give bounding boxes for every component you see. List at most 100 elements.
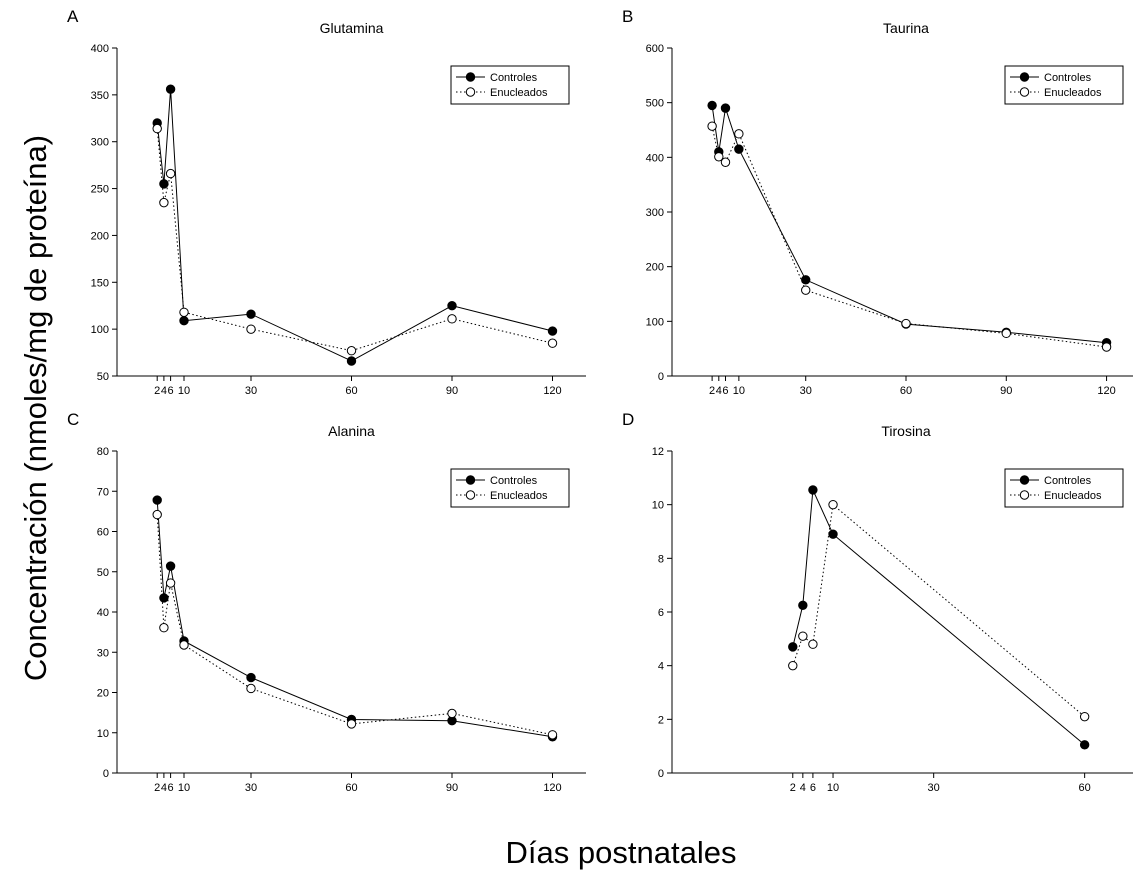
data-point-enucleados bbox=[801, 285, 811, 295]
x-tick-label: 30 bbox=[800, 385, 812, 397]
data-point-enucleados bbox=[246, 683, 256, 694]
legend-marker bbox=[1019, 475, 1030, 485]
data-point-enucleados bbox=[159, 197, 169, 208]
x-tick-label: 60 bbox=[1079, 782, 1091, 794]
legend-marker bbox=[465, 490, 476, 500]
y-tick-label: 0 bbox=[658, 371, 664, 383]
x-tick-label: 90 bbox=[446, 782, 458, 794]
figure-xlabel: Días postnatales bbox=[506, 835, 737, 870]
y-tick-label: 250 bbox=[91, 184, 109, 196]
x-tick-label: 4 bbox=[161, 782, 167, 794]
y-tick-label: 30 bbox=[97, 647, 109, 659]
x-tick-label: 6 bbox=[810, 782, 816, 794]
data-point-enucleados bbox=[714, 152, 724, 162]
legend-label: Enucleados bbox=[1044, 87, 1102, 99]
data-point-enucleados bbox=[798, 631, 808, 641]
y-tick-label: 4 bbox=[658, 661, 664, 673]
series-line-enucleados bbox=[156, 514, 553, 736]
data-point-controles bbox=[547, 326, 558, 336]
data-point-controles bbox=[447, 301, 457, 311]
x-tick-label: 60 bbox=[345, 782, 357, 794]
legend-marker bbox=[1019, 490, 1030, 500]
legend-label: Controles bbox=[1044, 72, 1092, 84]
data-point-controles bbox=[165, 561, 176, 571]
y-tick-label: 50 bbox=[97, 567, 109, 579]
x-tick-label: 120 bbox=[543, 782, 561, 794]
data-point-enucleados bbox=[447, 314, 457, 324]
x-tick-label: 2 bbox=[154, 385, 160, 397]
y-tick-label: 400 bbox=[91, 43, 109, 55]
legend-label: Enucleados bbox=[1044, 490, 1102, 502]
y-tick-label: 10 bbox=[97, 728, 109, 740]
x-tick-label: 30 bbox=[245, 782, 257, 794]
data-point-enucleados bbox=[828, 499, 838, 510]
data-point-enucleados bbox=[547, 338, 558, 348]
data-point-controles bbox=[828, 529, 838, 539]
data-point-enucleados bbox=[788, 660, 798, 671]
x-tick-label: 90 bbox=[446, 385, 458, 397]
data-point-enucleados bbox=[179, 307, 189, 317]
data-point-enucleados bbox=[159, 622, 169, 633]
panel-letter: D bbox=[622, 410, 634, 429]
data-point-enucleados bbox=[547, 730, 558, 740]
x-tick-label: 60 bbox=[345, 385, 357, 397]
y-tick-label: 80 bbox=[97, 446, 109, 458]
data-point-controles bbox=[179, 316, 189, 326]
series-line-enucleados bbox=[711, 126, 1107, 348]
y-tick-label: 200 bbox=[91, 230, 109, 242]
y-tick-label: 100 bbox=[646, 316, 664, 328]
data-point-controles bbox=[1079, 740, 1090, 750]
legend-label: Controles bbox=[490, 475, 538, 487]
legend-marker bbox=[465, 87, 476, 97]
y-tick-label: 500 bbox=[646, 98, 664, 110]
data-point-controles bbox=[720, 103, 731, 113]
legend-box bbox=[450, 65, 570, 105]
data-point-controles bbox=[734, 144, 744, 154]
y-tick-label: 600 bbox=[646, 43, 664, 55]
panel-title: Tirosina bbox=[881, 423, 930, 439]
y-tick-label: 300 bbox=[91, 137, 109, 149]
legend-label: Controles bbox=[490, 72, 538, 84]
legend-marker bbox=[1019, 87, 1030, 97]
data-point-enucleados bbox=[152, 123, 162, 134]
panel-title: Taurina bbox=[883, 20, 929, 36]
x-tick-label: 4 bbox=[716, 385, 722, 397]
y-tick-label: 200 bbox=[646, 262, 664, 274]
data-point-controles bbox=[159, 179, 169, 189]
y-tick-label: 40 bbox=[97, 607, 109, 619]
y-tick-label: 0 bbox=[658, 768, 664, 780]
x-tick-label: 4 bbox=[800, 782, 806, 794]
x-tick-label: 10 bbox=[733, 385, 745, 397]
x-tick-label: 6 bbox=[168, 782, 174, 794]
y-tick-label: 20 bbox=[97, 688, 109, 700]
data-point-enucleados bbox=[901, 318, 911, 329]
y-tick-label: 150 bbox=[91, 277, 109, 289]
y-tick-label: 300 bbox=[646, 207, 664, 219]
series-line-controles bbox=[156, 89, 553, 362]
data-point-enucleados bbox=[1079, 711, 1090, 722]
legend-label: Enucleados bbox=[490, 87, 548, 99]
x-tick-label: 30 bbox=[928, 782, 940, 794]
y-tick-label: 0 bbox=[103, 768, 109, 780]
y-tick-label: 6 bbox=[658, 607, 664, 619]
data-point-enucleados bbox=[1001, 328, 1011, 339]
data-point-enucleados bbox=[1101, 342, 1112, 352]
y-tick-label: 12 bbox=[652, 446, 664, 458]
data-point-controles bbox=[801, 275, 811, 285]
panel-letter: A bbox=[67, 7, 79, 26]
figure-ylabel: Concentración (nmoles/mg de proteína) bbox=[18, 135, 53, 681]
y-tick-label: 60 bbox=[97, 527, 109, 539]
panel-a: A Glutamina 50 100 150 200 250 300 350 400 2 4 6 10 30… bbox=[67, 7, 586, 397]
x-tick-label: 30 bbox=[245, 385, 257, 397]
data-point-controles bbox=[246, 309, 256, 319]
x-tick-label: 2 bbox=[709, 385, 715, 397]
y-tick-label: 8 bbox=[658, 553, 664, 565]
data-point-enucleados bbox=[346, 719, 357, 729]
x-tick-label: 10 bbox=[178, 385, 190, 397]
data-point-enucleados bbox=[720, 157, 731, 167]
x-tick-label: 2 bbox=[790, 782, 796, 794]
data-point-controles bbox=[788, 642, 798, 652]
data-point-controles bbox=[246, 672, 256, 683]
x-tick-label: 60 bbox=[900, 385, 912, 397]
